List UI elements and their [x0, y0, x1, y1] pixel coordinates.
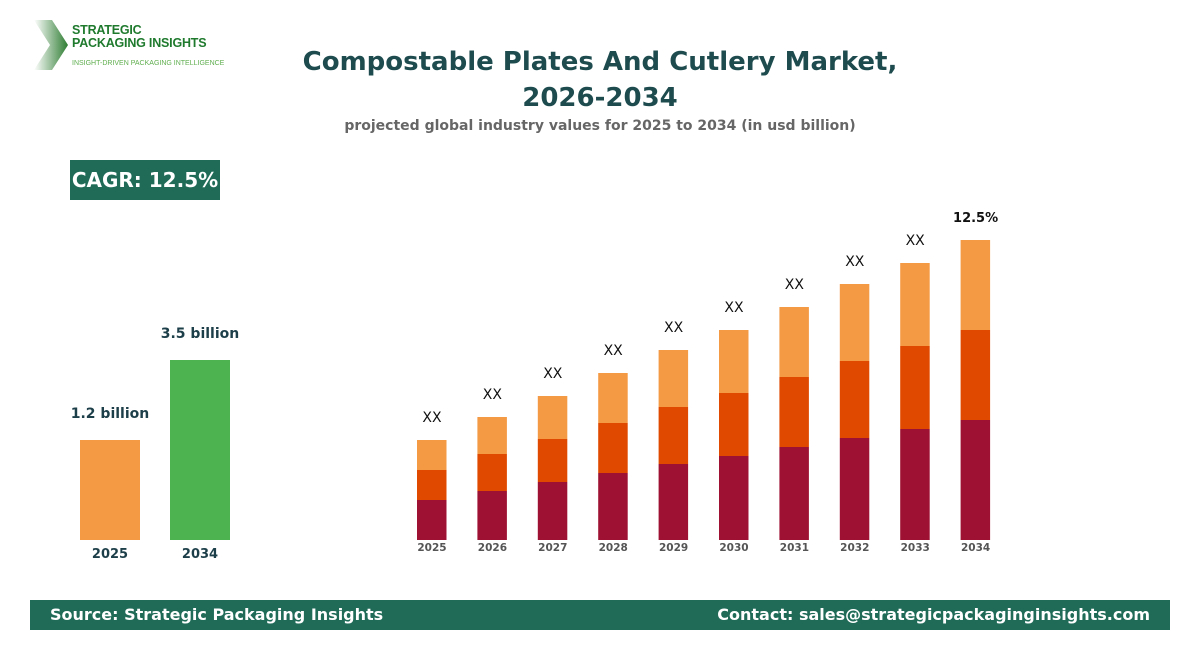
bar-value-label: XX: [785, 277, 805, 293]
x-tick-label: 2033: [901, 542, 930, 554]
summary-value-label: 3.5 billion: [160, 326, 240, 342]
summary-year-label: 2034: [181, 547, 219, 562]
bar-segment-2026-1: [477, 454, 507, 491]
bar-segment-2025-0: [417, 500, 447, 540]
bar-segment-2032-2: [839, 284, 870, 361]
bar-segment-2032-1: [839, 361, 870, 438]
bar-segment-2033-2: [900, 263, 930, 346]
bar-segment-2030-0: [719, 456, 749, 540]
bar-segment-2032-0: [839, 438, 870, 540]
x-tick-label: 2034: [961, 542, 990, 554]
bar-segment-2034-0: [960, 420, 991, 540]
summary-bar-2034: [170, 360, 230, 540]
bar-value-label: XX: [483, 387, 503, 403]
summary-year-label: 2025: [91, 547, 129, 562]
bar-segment-2025-2: [417, 440, 447, 470]
bar-segment-2031-2: [779, 307, 809, 377]
bar-segment-2031-0: [779, 447, 809, 540]
x-tick-label: 2031: [780, 542, 809, 554]
bar-segment-2027-0: [537, 482, 568, 540]
bar-segment-2026-2: [477, 417, 507, 454]
bar-value-label: XX: [664, 320, 684, 336]
bar-segment-2030-1: [719, 393, 749, 456]
bar-segment-2034-2: [960, 240, 991, 330]
bar-value-label: XX: [724, 300, 744, 316]
footer: Source: Strategic Packaging Insights Con…: [30, 600, 1170, 630]
bar-segment-2034-1: [960, 330, 991, 420]
logo-chevron-icon: [34, 20, 68, 70]
bar-segment-2028-1: [598, 423, 628, 473]
bar-segment-2031-1: [779, 377, 809, 447]
bar-segment-2028-2: [598, 373, 628, 423]
bar-segment-2029-1: [658, 407, 689, 464]
bar-value-label: XX: [906, 233, 926, 249]
bar-value-label: XX: [543, 366, 563, 382]
bar-segment-2029-0: [658, 464, 689, 540]
contact-text: Contact: sales@strategicpackaginginsight…: [717, 605, 1150, 624]
logo-tagline: INSIGHT-DRIVEN PACKAGING INTELLIGENCE: [72, 60, 225, 67]
chart-title: Compostable Plates And Cutlery Market, 20…: [302, 47, 898, 113]
x-tick-label: 2028: [599, 542, 628, 554]
x-tick-label: 2026: [478, 542, 507, 554]
source-text: Source: Strategic Packaging Insights: [50, 605, 384, 624]
chart-subtitle: projected global industry values for 202…: [344, 118, 856, 134]
x-tick-label: 2030: [719, 542, 748, 554]
x-tick-label: 2027: [538, 542, 567, 554]
bar-segment-2027-1: [537, 439, 568, 482]
bar-segment-2028-0: [598, 473, 628, 540]
bar-segment-2033-0: [900, 429, 930, 540]
bar-value-label: 12.5%: [953, 211, 998, 226]
bar-segment-2027-2: [537, 396, 568, 439]
x-tick-label: 2032: [840, 542, 869, 554]
cagr-badge: CAGR: 12.5%: [70, 160, 220, 200]
bar-segment-2029-2: [658, 350, 689, 407]
logo-text: STRATEGIC PACKAGING INSIGHTS: [72, 23, 207, 50]
bar-value-label: XX: [422, 410, 442, 426]
bar-segment-2026-0: [477, 491, 507, 540]
bar-value-label: XX: [845, 254, 865, 270]
bar-segment-2033-1: [900, 346, 930, 429]
bar-value-label: XX: [604, 343, 624, 359]
summary-value-label: 1.2 billion: [70, 406, 150, 422]
x-tick-label: 2029: [659, 542, 688, 554]
bar-segment-2025-1: [417, 470, 447, 500]
summary-bar-2025: [80, 440, 140, 540]
x-tick-label: 2025: [417, 542, 446, 554]
bar-segment-2030-2: [719, 330, 749, 393]
